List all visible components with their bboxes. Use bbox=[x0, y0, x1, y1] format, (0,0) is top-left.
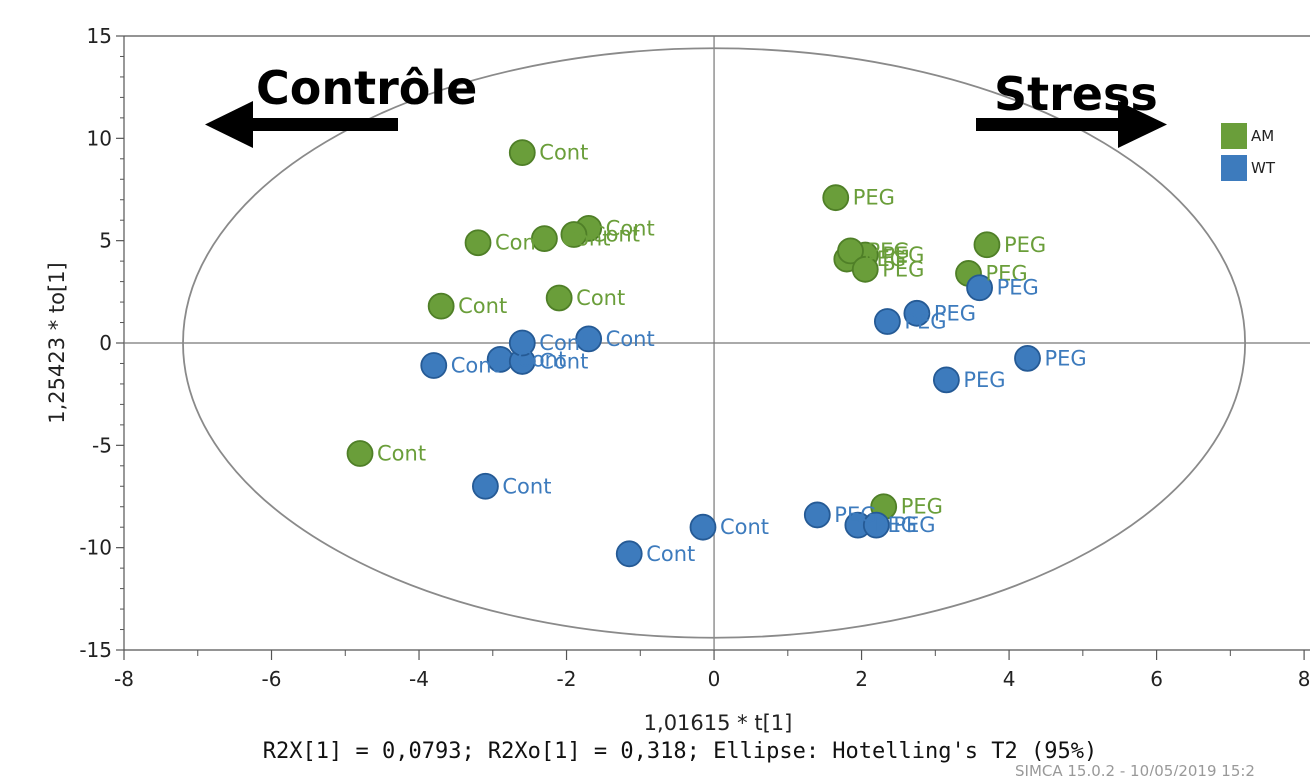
stress-annotation: Stress bbox=[976, 67, 1167, 148]
data-point-am bbox=[508, 139, 536, 167]
data-point-am bbox=[837, 237, 864, 265]
model-summary: R2X[1] = 0,0793; R2Xo[1] = 0,318; Ellips… bbox=[263, 739, 1097, 764]
x-tick-label: -8 bbox=[114, 667, 134, 691]
x-tick-label: 4 bbox=[1003, 667, 1016, 691]
data-point-wt bbox=[508, 329, 536, 357]
data-label-wt: PEG bbox=[893, 513, 935, 537]
data-point-am bbox=[464, 229, 492, 257]
data-label-am: PEG bbox=[1004, 233, 1046, 257]
data-point-am bbox=[346, 440, 374, 467]
data-point-am bbox=[427, 292, 455, 320]
data-point-am bbox=[851, 255, 879, 283]
data-label-wt: Cont bbox=[451, 354, 500, 378]
data-label-wt: Cont bbox=[606, 327, 655, 351]
x-tick-label: -6 bbox=[262, 667, 282, 691]
data-label-am: PEG bbox=[882, 243, 924, 267]
data-label-am: Cont bbox=[606, 216, 655, 240]
data-point-am bbox=[531, 225, 558, 253]
data-label-am: Cont bbox=[561, 227, 610, 251]
legend-label-wt: WT bbox=[1251, 159, 1276, 177]
data-point-wt bbox=[966, 274, 993, 302]
data-label-wt: Cont bbox=[517, 347, 566, 371]
hotelling-ellipse bbox=[182, 47, 1246, 639]
hotelling-ellipse-layer bbox=[182, 47, 1246, 639]
axes: -8 -6 -4 -2 0 2 4 6 8 15 10 5 0 -5 -10 -15 bbox=[79, 24, 1310, 691]
data-label-wt: PEG bbox=[963, 368, 1005, 392]
y-tick-label: 10 bbox=[87, 126, 112, 150]
data-label-wt: Cont bbox=[502, 474, 551, 498]
data-label-am: PEG bbox=[853, 186, 895, 210]
data-label-am: Cont bbox=[377, 442, 426, 466]
y-tick-label: 0 bbox=[99, 331, 112, 355]
y-tick-label: -15 bbox=[79, 638, 112, 662]
x-axis-title: 1,01615 * t[1] bbox=[644, 711, 793, 735]
data-points bbox=[346, 139, 1041, 568]
data-point-wt bbox=[903, 299, 931, 327]
data-label-am: Cont bbox=[458, 294, 507, 318]
data-point-wt bbox=[420, 352, 448, 379]
data-point-wt bbox=[932, 366, 960, 394]
legend-swatch-wt bbox=[1221, 155, 1247, 181]
data-label-wt: PEG bbox=[834, 503, 876, 527]
data-label-am: Cont bbox=[495, 231, 544, 255]
data-point-wt bbox=[862, 511, 890, 539]
data-label-wt: PEG bbox=[904, 310, 946, 334]
data-point-wt bbox=[575, 325, 603, 353]
y-tick-label: 15 bbox=[87, 24, 112, 48]
data-label-wt: Cont bbox=[720, 515, 769, 539]
simca-credit: SIMCA 15.0.2 - 10/05/2019 15:2 bbox=[1015, 762, 1255, 776]
data-point-wt bbox=[689, 513, 717, 541]
data-point-wt bbox=[615, 540, 643, 568]
x-tick-label: 8 bbox=[1298, 667, 1310, 691]
legend: AM WT bbox=[1221, 123, 1276, 181]
data-point-am bbox=[545, 284, 573, 312]
data-point-am bbox=[973, 231, 1001, 259]
x-tick-label: 2 bbox=[855, 667, 868, 691]
data-label-wt: Cont bbox=[539, 331, 588, 355]
x-tick-label: 0 bbox=[708, 667, 721, 691]
data-point-am bbox=[560, 221, 588, 248]
right-arrow-icon bbox=[976, 101, 1167, 148]
x-tick-label: -2 bbox=[557, 667, 577, 691]
data-label-wt: PEG bbox=[1045, 346, 1087, 370]
data-label-wt: Cont bbox=[539, 349, 588, 373]
data-point-wt bbox=[803, 501, 831, 529]
legend-label-am: AM bbox=[1251, 127, 1274, 145]
data-label-am: Cont bbox=[591, 223, 640, 247]
data-label-am: Cont bbox=[576, 286, 625, 310]
legend-swatch-am bbox=[1221, 123, 1247, 149]
data-label-wt: Cont bbox=[646, 542, 695, 566]
y-tick-label: -10 bbox=[79, 536, 112, 560]
y-axis-title: 1,25423 * to[1] bbox=[45, 262, 69, 424]
y-tick-label: 5 bbox=[99, 229, 112, 253]
data-label-am: PEG bbox=[882, 257, 924, 281]
controle-label: Contrôle bbox=[256, 61, 477, 115]
data-label-am: PEG bbox=[901, 495, 943, 519]
y-tick-label: -5 bbox=[92, 433, 112, 457]
x-tick-label: 6 bbox=[1150, 667, 1163, 691]
x-tick-label: -4 bbox=[409, 667, 429, 691]
data-point-am bbox=[822, 184, 850, 212]
data-point-wt bbox=[1014, 344, 1041, 372]
left-arrow-icon bbox=[205, 101, 398, 148]
data-label-wt: PEG bbox=[997, 276, 1039, 300]
data-label-am: PEG bbox=[986, 261, 1028, 285]
data-point-wt bbox=[472, 472, 499, 500]
controle-annotation: Contrôle bbox=[205, 61, 477, 148]
data-point-wt bbox=[873, 308, 901, 335]
point-labels: ContContContContContContContContPEGPEGPE… bbox=[377, 141, 1087, 566]
data-label-am: PEG bbox=[864, 247, 906, 271]
data-label-wt: PEG bbox=[875, 513, 917, 537]
data-label-am: PEG bbox=[867, 239, 909, 263]
data-label-am: Cont bbox=[539, 141, 588, 165]
data-label-wt: PEG bbox=[934, 301, 976, 325]
